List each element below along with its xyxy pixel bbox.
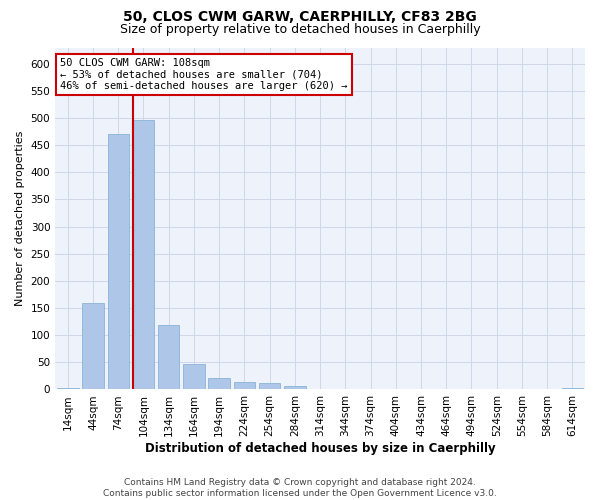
Bar	[562, 388, 583, 390]
Bar	[284, 386, 305, 390]
Bar	[107, 134, 129, 390]
Bar	[208, 378, 230, 390]
Bar	[259, 383, 280, 390]
Bar	[233, 382, 255, 390]
Bar	[183, 364, 205, 390]
Y-axis label: Number of detached properties: Number of detached properties	[15, 131, 25, 306]
Bar	[82, 302, 104, 390]
Bar	[158, 326, 179, 390]
Bar	[133, 120, 154, 390]
Text: Size of property relative to detached houses in Caerphilly: Size of property relative to detached ho…	[119, 22, 481, 36]
Text: 50 CLOS CWM GARW: 108sqm
← 53% of detached houses are smaller (704)
46% of semi-: 50 CLOS CWM GARW: 108sqm ← 53% of detach…	[61, 58, 348, 91]
Text: Contains HM Land Registry data © Crown copyright and database right 2024.
Contai: Contains HM Land Registry data © Crown c…	[103, 478, 497, 498]
Text: 50, CLOS CWM GARW, CAERPHILLY, CF83 2BG: 50, CLOS CWM GARW, CAERPHILLY, CF83 2BG	[123, 10, 477, 24]
X-axis label: Distribution of detached houses by size in Caerphilly: Distribution of detached houses by size …	[145, 442, 496, 455]
Bar	[57, 388, 79, 390]
